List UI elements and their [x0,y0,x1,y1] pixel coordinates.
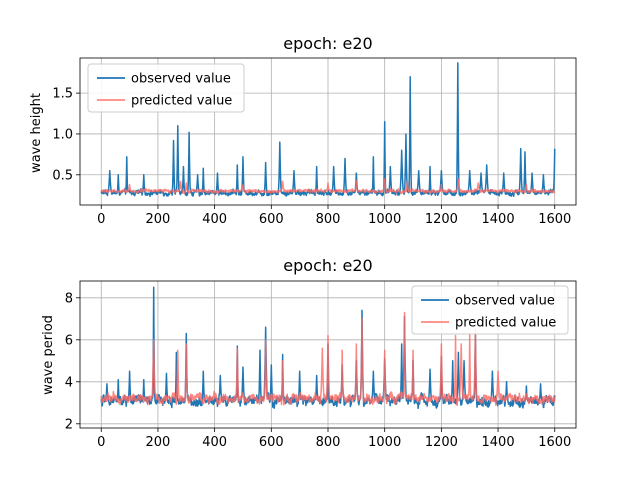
top-subplot-title: epoch: e20 [283,34,372,53]
y-tick-label: 2 [65,417,73,432]
series-line-predicted [100,311,556,407]
x-tick-label: 0 [97,212,105,227]
series-line-predicted [100,178,556,195]
legend-box [411,285,569,335]
bottom-y-axis-label: wave period [41,315,56,395]
legend-label: predicted value [455,316,556,331]
bottom-subplot-title: epoch: e20 [283,256,372,275]
top-subplot: epoch: e20 wave height 0 200 400 600 800 1000… [29,34,577,227]
legend-label: observed value [131,72,231,87]
legend-label: predicted value [131,94,232,109]
x-tick-label: 1400 [482,212,515,227]
y-tick-label: 1.5 [52,87,73,102]
x-tick-label: 600 [259,435,284,450]
x-tick-label: 1000 [368,212,401,227]
x-tick-label: 1200 [425,435,458,450]
x-tick-label: 400 [202,212,227,227]
x-tick-label: 200 [146,435,171,450]
x-tick-label: 0 [97,435,105,450]
legend: observed value predicted value [87,63,245,113]
legend-label: observed value [455,294,555,309]
legend-box [87,63,245,113]
y-tick-label: 8 [65,291,73,306]
x-tick-label: 1600 [538,212,571,227]
x-tick-label: 1000 [368,435,401,450]
x-tick-label: 600 [259,212,284,227]
y-tick-label: 6 [65,333,73,348]
top-y-axis-label: wave height [29,93,44,173]
x-tick-label: 1400 [482,435,515,450]
series-line-observed [100,62,556,198]
legend: observed value predicted value [411,285,569,335]
y-tick-label: 4 [65,375,73,390]
x-tick-label: 800 [316,435,341,450]
x-tick-label: 1200 [425,212,458,227]
y-tick-label: 0.5 [52,168,73,183]
x-tick-label: 800 [316,212,341,227]
x-tick-label: 200 [146,212,171,227]
y-tick-label: 1.0 [52,127,73,142]
x-tick-label: 400 [202,435,227,450]
x-tick-label: 1600 [538,435,571,450]
bottom-subplot: epoch: e20 wave period 0 200 400 600 800 1000… [41,256,577,450]
